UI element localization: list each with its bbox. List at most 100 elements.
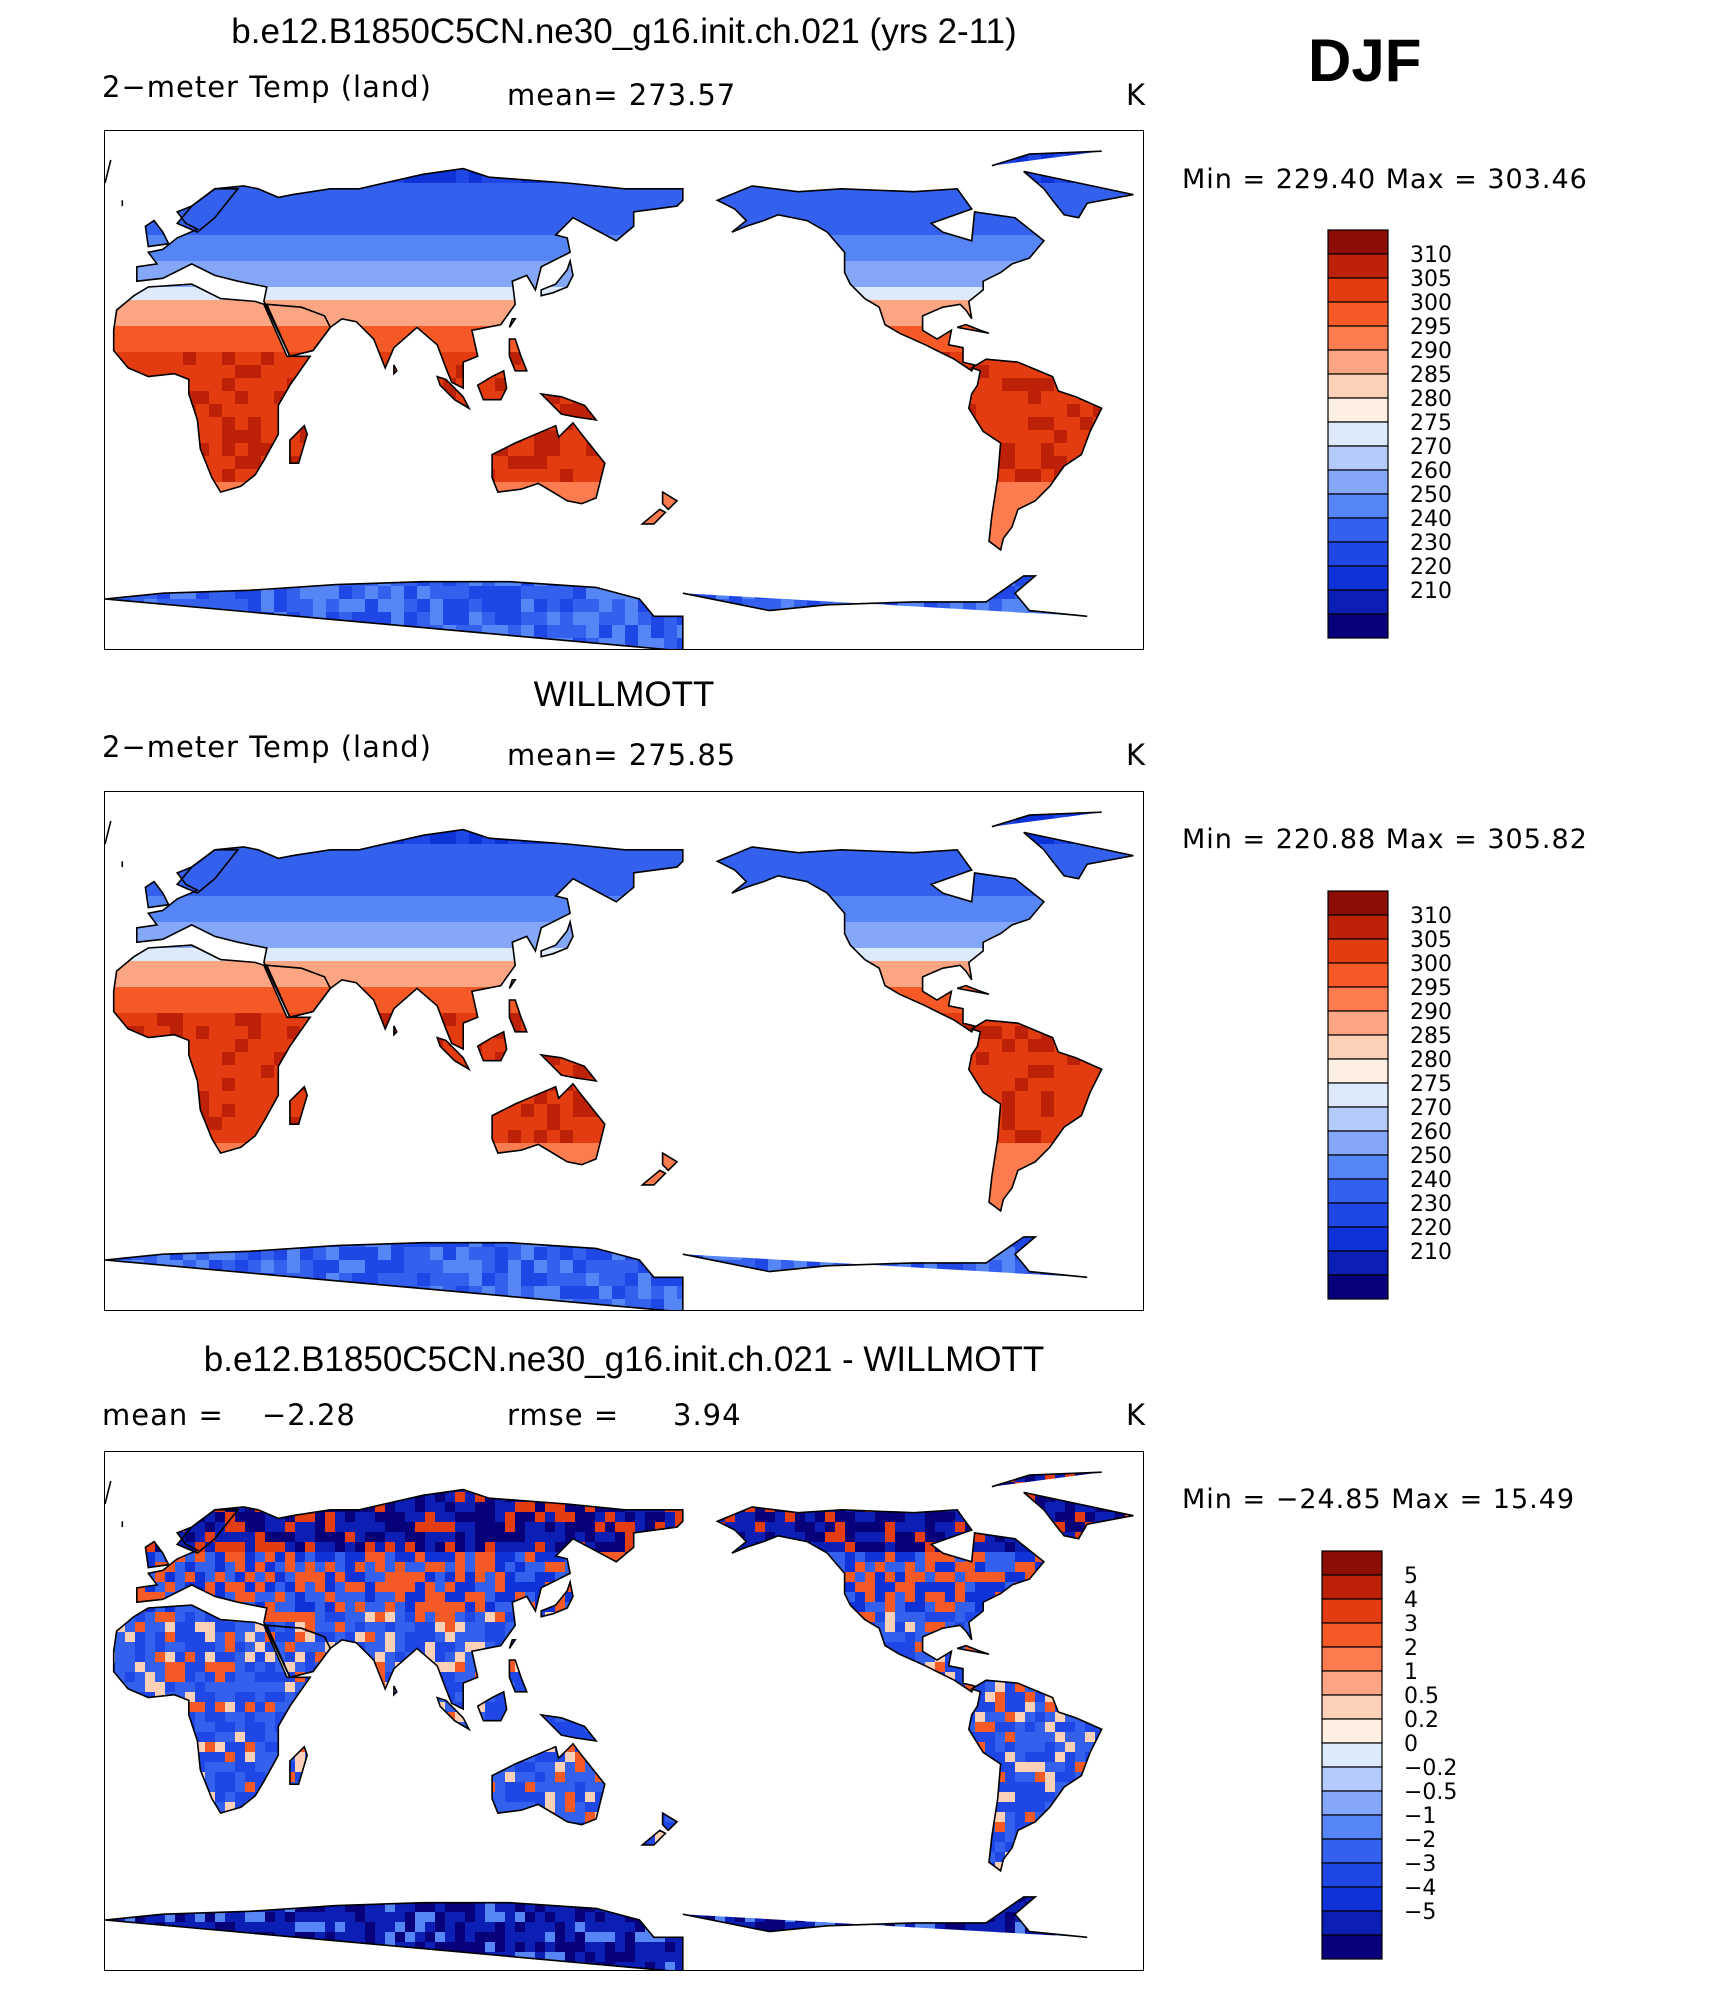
colorbar-tick-label: 2 <box>1404 1636 1418 1661</box>
colorbar-swatch <box>1321 1910 1383 1936</box>
coastline-cuba <box>956 323 990 334</box>
coastline-scand <box>175 188 240 234</box>
coastline-newZealandS <box>640 1829 667 1846</box>
panel2-units: K <box>1126 738 1147 772</box>
coastline-madagascar <box>289 424 309 464</box>
coastline-arabia <box>265 303 332 358</box>
coastline-greenland <box>105 1471 1134 1540</box>
coastline-taiwan <box>508 318 517 328</box>
coastline-madagascar <box>289 1745 309 1785</box>
coastline-northAmerica <box>715 1506 1046 1693</box>
colorbar-swatch <box>1321 1598 1383 1624</box>
colorbar-tick-label: 290 <box>1410 339 1452 364</box>
colorbar-tick-label: 275 <box>1410 1072 1452 1097</box>
colorbar-tick-label: 220 <box>1410 555 1452 580</box>
coastline-northAmerica <box>715 185 1046 372</box>
colorbar-tick-label: 210 <box>1410 579 1452 604</box>
colorbar-swatch <box>1321 1670 1383 1696</box>
colorbar-swatch <box>1321 1550 1383 1576</box>
colorbar-swatch <box>1321 1790 1383 1816</box>
coastline-arabia <box>265 1624 332 1679</box>
colorbar-tick-label: 280 <box>1410 1048 1452 1073</box>
colorbar-swatch <box>1327 1082 1389 1108</box>
coastline-greenland <box>105 150 1134 219</box>
coastline-borneo <box>476 1690 508 1722</box>
coastline-arabia <box>265 964 332 1019</box>
coastline-antarctica <box>105 1236 1088 1310</box>
colorbar-tick-label: 285 <box>1410 1024 1452 1049</box>
coastline-antarctica <box>105 1896 1088 1970</box>
coastline-japan <box>540 1578 574 1618</box>
coastline-newZealandN <box>661 1151 679 1172</box>
colorbar-swatch <box>1327 986 1389 1012</box>
colorbar-swatch <box>1321 1934 1383 1960</box>
colorbar-swatch <box>1321 1742 1383 1768</box>
coastline-madagascar <box>289 1085 309 1125</box>
colorbar-swatch <box>1327 325 1389 351</box>
colorbar-swatch <box>1327 565 1389 591</box>
colorbar-swatch <box>1327 229 1389 255</box>
colorbar-tick-label: −0.2 <box>1404 1756 1457 1781</box>
colorbar-swatch <box>1327 589 1389 615</box>
colorbar-swatch <box>1327 1202 1389 1228</box>
colorbar-tick-label: 300 <box>1410 952 1452 977</box>
panel2-min-max: Min = 220.88 Max = 305.82 <box>1182 824 1588 855</box>
colorbar-swatch <box>1327 517 1389 543</box>
coastline-southAmerica <box>967 1019 1103 1213</box>
colorbar-swatch <box>1327 962 1389 988</box>
colorbar-tick-label: 0.5 <box>1404 1684 1439 1709</box>
colorbar-swatch <box>1321 1814 1383 1840</box>
colorbar-tick-label: 4 <box>1404 1588 1418 1613</box>
coastline-borneo <box>476 369 508 401</box>
colorbar-tick-label: 300 <box>1410 291 1452 316</box>
coastline-japan <box>540 918 574 958</box>
colorbar-tick-label: 230 <box>1410 531 1452 556</box>
colorbar-tick-label: 0.2 <box>1404 1708 1439 1733</box>
colorbar-swatch <box>1327 1106 1389 1132</box>
coastline-iceland <box>121 1521 124 1528</box>
coastline-newGuinea <box>538 392 598 421</box>
coastline-britain <box>144 1540 170 1569</box>
colorbar-tick-label: 3 <box>1404 1612 1418 1637</box>
panel3-rmse-value: 3.94 <box>673 1398 742 1432</box>
coastline-newZealandN <box>661 490 679 511</box>
colorbar-swatch <box>1327 301 1389 327</box>
colorbar-tick-label: 310 <box>1410 904 1452 929</box>
panel3-min-max: Min = −24.85 Max = 15.49 <box>1182 1484 1576 1515</box>
colorbar-swatch <box>1327 1226 1389 1252</box>
colorbar-swatch <box>1327 277 1389 303</box>
panel1-colorbar: 310 305 300 295 290 285 280 275 270 260 250 240 230 2… <box>1327 229 1452 642</box>
colorbar-tick-label: 295 <box>1410 315 1452 340</box>
colorbar-tick-label: 275 <box>1410 411 1452 436</box>
colorbar-tick-label: 270 <box>1410 1096 1452 1121</box>
coastline-sriLanka <box>393 1025 398 1037</box>
season-label: DJF <box>1308 27 1422 94</box>
colorbar-tick-label: 270 <box>1410 435 1452 460</box>
coastline-taiwan <box>508 1639 517 1649</box>
colorbar-tick-label: −2 <box>1404 1828 1436 1853</box>
colorbar-tick-label: 280 <box>1410 387 1452 412</box>
colorbar-swatch <box>1327 421 1389 447</box>
coastline-taiwan <box>508 979 517 989</box>
colorbar-swatch <box>1321 1862 1383 1888</box>
panel2-mean: mean= 275.85 <box>507 738 737 772</box>
panel1-title: b.e12.B1850C5CN.ne30_g16.init.ch.021 (yr… <box>231 12 1017 51</box>
colorbar-tick-label: 230 <box>1410 1192 1452 1217</box>
colorbar-swatch <box>1327 445 1389 471</box>
coastline-australia <box>491 1082 606 1166</box>
coastline-greenland <box>105 811 1134 880</box>
colorbar-tick-label: 250 <box>1410 483 1452 508</box>
coastline-africa <box>112 944 312 1155</box>
colorbar-tick-label: 305 <box>1410 928 1452 953</box>
colorbar-swatch <box>1327 493 1389 519</box>
colorbar-swatch <box>1327 373 1389 399</box>
coastline-cuba <box>956 1644 990 1655</box>
colorbar-swatch <box>1327 469 1389 495</box>
colorbar-tick-label: 260 <box>1410 459 1452 484</box>
panel1-units: K <box>1126 78 1147 112</box>
coastline-sumatra <box>435 375 471 411</box>
coastline-scand <box>175 849 240 895</box>
colorbar-tick-label: 220 <box>1410 1216 1452 1241</box>
colorbar-tick-label: 310 <box>1410 243 1452 268</box>
colorbar-tick-label: −4 <box>1404 1876 1436 1901</box>
